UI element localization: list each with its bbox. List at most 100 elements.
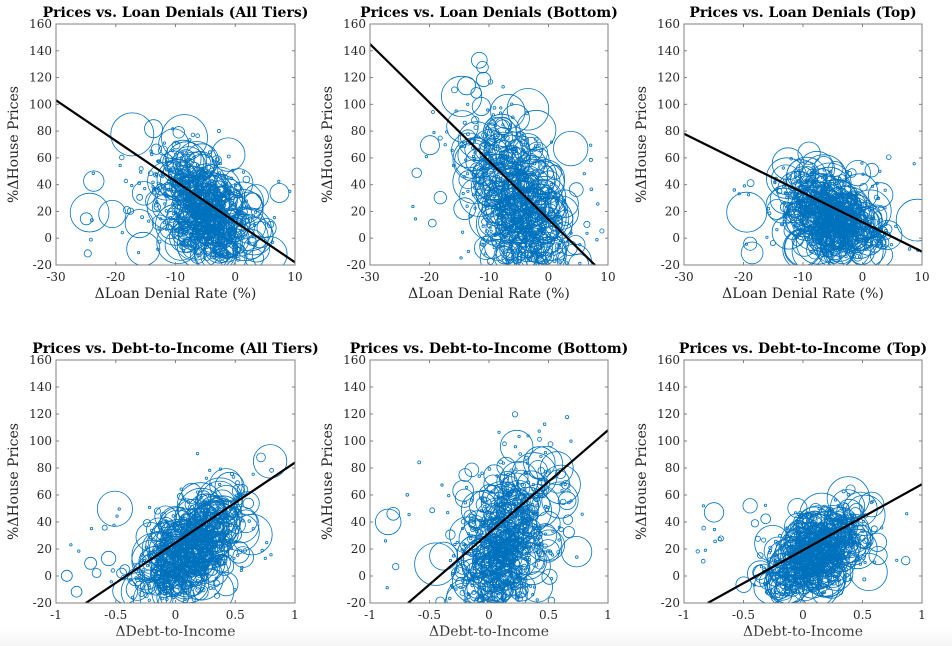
data-point (501, 202, 530, 231)
data-point (182, 218, 186, 223)
data-point (472, 552, 513, 593)
data-point (486, 257, 494, 265)
data-point (144, 581, 157, 595)
data-point (535, 510, 561, 536)
data-point (541, 568, 558, 585)
data-point (746, 193, 751, 197)
data-point (524, 174, 532, 182)
data-point (465, 204, 469, 208)
data-point (537, 429, 541, 433)
data-point (519, 585, 529, 595)
data-point (518, 452, 522, 456)
data-point (763, 503, 768, 507)
data-point (481, 224, 485, 228)
data-point (782, 228, 825, 265)
data-point (157, 559, 162, 563)
data-point (155, 173, 159, 177)
data-point (176, 193, 187, 203)
data-point (233, 183, 238, 188)
data-point (192, 155, 196, 159)
data-point (775, 187, 783, 195)
data-point (539, 148, 543, 152)
data-point (867, 532, 888, 552)
data-point (547, 441, 554, 447)
data-point (562, 514, 574, 525)
data-point (202, 546, 206, 550)
data-point (167, 210, 177, 220)
data-point (417, 460, 422, 465)
data-point (560, 498, 567, 506)
y-tick-label: 160 (343, 353, 366, 367)
data-point (176, 492, 184, 500)
data-point (197, 170, 202, 175)
data-point (883, 206, 887, 210)
data-point (158, 591, 162, 596)
x-tick-label: 0 (231, 270, 239, 284)
data-point (204, 196, 239, 232)
data-point (521, 493, 541, 513)
subplot-3: -30 -20 -10 0 10-20020406080100120140160Pric… (634, 5, 930, 302)
data-point (211, 137, 246, 172)
data-point (515, 586, 527, 599)
data-point (810, 180, 814, 184)
data-point (224, 183, 228, 187)
data-point (528, 584, 533, 588)
x-tick-label: 0 (545, 270, 553, 284)
data-point (833, 248, 838, 252)
data-point (481, 171, 485, 175)
data-point (188, 571, 195, 578)
data-point (159, 183, 163, 187)
data-point (175, 177, 179, 181)
data-point (522, 519, 541, 538)
data-point (420, 135, 440, 156)
data-point (533, 523, 558, 548)
data-point (459, 256, 463, 260)
data-point (546, 236, 553, 242)
data-point (211, 553, 231, 573)
y-tick-label: 120 (657, 71, 680, 85)
data-point (210, 558, 219, 566)
data-point (242, 497, 255, 510)
data-point (139, 579, 143, 583)
data-point (808, 177, 812, 181)
data-point (562, 526, 575, 539)
data-point (244, 205, 249, 209)
data-point (912, 162, 916, 166)
data-point (541, 197, 547, 203)
data-point (84, 556, 97, 570)
y-tick-label: 80 (351, 461, 366, 475)
data-point (156, 568, 169, 580)
data-point (186, 176, 198, 188)
data-point (182, 176, 186, 180)
y-tick-label: 60 (351, 488, 366, 502)
data-point (526, 506, 532, 513)
data-point (189, 560, 196, 567)
data-point (828, 201, 832, 205)
data-point (516, 224, 552, 260)
data-point (836, 223, 841, 227)
data-point (472, 158, 476, 162)
data-point (138, 166, 144, 172)
data-point (506, 579, 510, 583)
data-point (164, 571, 171, 578)
data-point (213, 217, 217, 222)
y-tick-label: 20 (665, 204, 680, 218)
subplot-1: -30 -20 -10 0 10-20020406080100120140160Pric… (6, 5, 308, 302)
data-point (163, 160, 185, 183)
data-point (497, 592, 501, 596)
data-point (526, 507, 531, 511)
data-point (467, 578, 471, 582)
data-point (842, 234, 846, 238)
data-point (240, 565, 244, 570)
data-point (558, 526, 564, 533)
data-point (243, 184, 269, 210)
data-point (483, 131, 522, 170)
data-point (498, 473, 509, 484)
data-point (537, 213, 541, 217)
data-point (541, 481, 579, 519)
data-point (817, 213, 821, 218)
fit-line (56, 99, 295, 264)
y-tick-label: 100 (343, 97, 366, 111)
data-point (523, 545, 527, 549)
data-point (79, 212, 93, 226)
